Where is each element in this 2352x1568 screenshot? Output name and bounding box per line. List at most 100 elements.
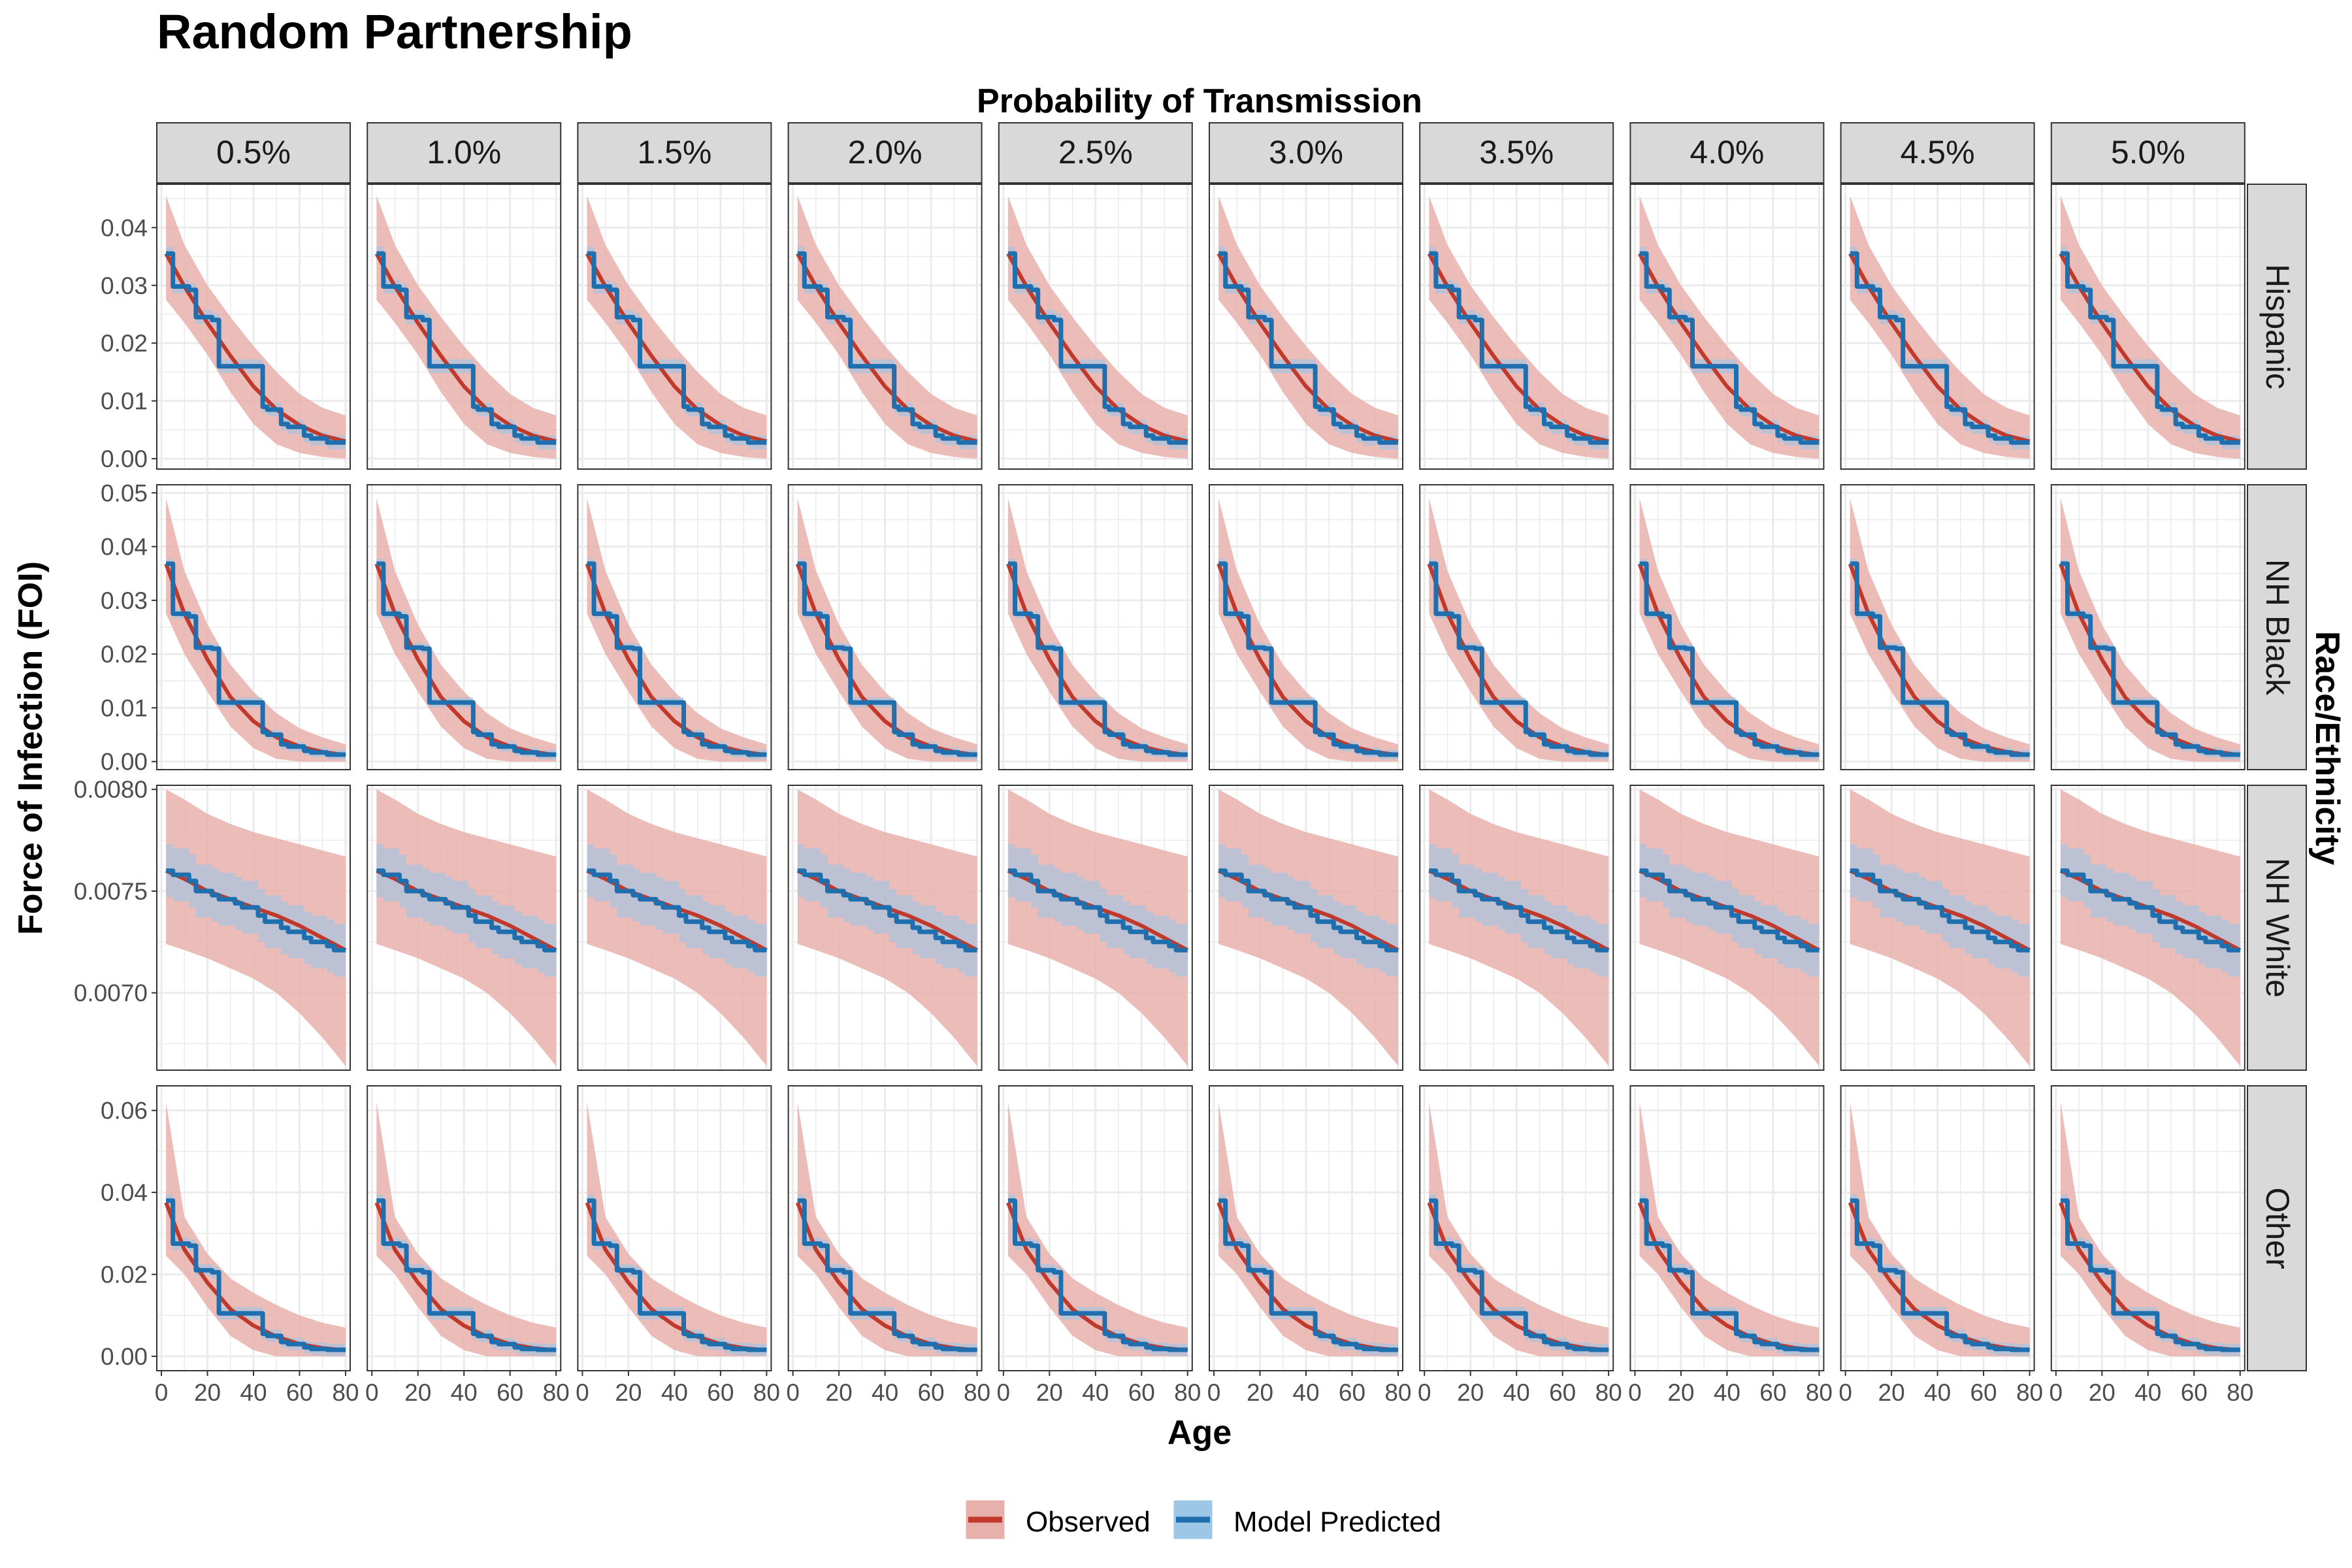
y-tick-label: 0.01 (101, 388, 148, 415)
observed-ribbon (2060, 195, 2240, 459)
observed-line (164, 252, 346, 444)
model-line (797, 251, 977, 445)
panel-border (1629, 184, 1825, 470)
x-tick-label: 60 (707, 1379, 734, 1406)
column-strip-0-5 (156, 122, 351, 184)
observed-ribbon (1429, 195, 1609, 459)
panel-border (1419, 785, 1614, 1071)
y-tick-label: 0.04 (101, 534, 148, 561)
model-line (166, 1198, 346, 1352)
panel-hispanic-0-5 (156, 184, 351, 470)
x-tick-label: 60 (1128, 1379, 1155, 1406)
column-strip-4-0 (1629, 122, 1825, 184)
panel-other-3-5 (1419, 1085, 1614, 1371)
x-tick-label: 40 (1503, 1379, 1530, 1406)
observed-line (1637, 563, 1820, 757)
x-tick-label: 60 (1549, 1379, 1576, 1406)
model-line (1429, 1198, 1609, 1352)
x-tick-label: 60 (1339, 1379, 1365, 1406)
x-tick-label: 60 (1970, 1379, 1997, 1406)
model-line (376, 868, 557, 953)
column-strip-title: Probability of Transmission (977, 82, 1422, 120)
panel-border (367, 785, 562, 1071)
panel-hispanic-2-0 (787, 184, 983, 470)
x-tick-label: 60 (1759, 1379, 1786, 1406)
y-tick-label: 0.02 (101, 330, 148, 357)
x-tick-label: 80 (964, 1379, 990, 1406)
observed-ribbon (587, 498, 767, 762)
column-strip-5-0 (2050, 122, 2246, 184)
panel-other-1-5 (577, 1085, 772, 1371)
panel-border (156, 785, 351, 1071)
panel-border (156, 184, 351, 470)
y-tick-label: 0.00 (101, 749, 148, 776)
observed-ribbon (1639, 195, 1820, 459)
observed-line (1006, 563, 1188, 757)
model-line (1218, 1198, 1398, 1352)
panel-nh-black-0-5 (156, 484, 351, 770)
model-line (797, 561, 977, 757)
row-strip-label: NH White (2259, 858, 2296, 998)
column-strip-2-0 (787, 122, 983, 184)
panel-nh-white-5-0 (2050, 785, 2246, 1071)
observed-ribbon (1850, 1102, 2030, 1356)
x-tick-label: 0 (155, 1379, 169, 1406)
panel-hispanic-1-0 (367, 184, 562, 470)
observed-ribbon (587, 195, 767, 459)
x-tick-label: 80 (2016, 1379, 2043, 1406)
panel-nh-white-3-0 (1209, 785, 1403, 1071)
model-line (2060, 561, 2240, 757)
row-strip-nh-white (2247, 785, 2307, 1071)
panel-border (2050, 785, 2246, 1071)
y-tick-label: 0.03 (101, 272, 148, 299)
x-tick-label: 0 (576, 1379, 589, 1406)
x-tick-label: 80 (2227, 1379, 2253, 1406)
model-line (587, 1198, 767, 1352)
x-tick-label: 60 (497, 1379, 523, 1406)
panel-nh-white-1-0 (367, 785, 562, 1071)
panel-border (998, 184, 1193, 470)
x-tick-label: 0 (2050, 1379, 2063, 1406)
observed-line (1427, 563, 1609, 757)
x-tick-label: 0 (997, 1379, 1011, 1406)
x-tick-label: 20 (194, 1379, 221, 1406)
panel-hispanic-1-5 (577, 184, 772, 470)
model-line (1639, 251, 1820, 445)
observed-line (2059, 252, 2241, 444)
panel-border (787, 785, 983, 1071)
observed-line (1637, 252, 1820, 444)
panel-border (367, 484, 562, 770)
observed-ribbon (376, 195, 557, 459)
observed-line (796, 252, 978, 444)
observed-line (374, 252, 557, 444)
x-tick-label: 80 (1595, 1379, 1622, 1406)
x-tick-label: 0 (1418, 1379, 1431, 1406)
row-strip-other (2247, 1085, 2307, 1371)
observed-ribbon (1639, 498, 1820, 762)
x-tick-label: 60 (286, 1379, 313, 1406)
model-line (1850, 1198, 2030, 1352)
panel-border (1840, 184, 2035, 470)
observed-line (1427, 252, 1609, 444)
panel-hispanic-4-0 (1629, 184, 1825, 470)
y-tick-label: 0.02 (101, 641, 148, 668)
panel-border (156, 484, 351, 770)
panel-nh-white-3-5 (1419, 785, 1614, 1071)
model-line (1007, 251, 1188, 445)
panel-nh-white-2-5 (998, 785, 1193, 1071)
model-line (166, 251, 346, 445)
panel-nh-white-4-0 (1629, 785, 1825, 1071)
panel-border (998, 785, 1193, 1071)
observed-ribbon (166, 1102, 346, 1356)
row-strip-label: NH Black (2259, 559, 2296, 696)
observed-ribbon (1850, 498, 2030, 762)
panel-nh-black-4-0 (1629, 484, 1825, 770)
observed-ribbon (1639, 1102, 1820, 1356)
panel-other-2-0 (787, 1085, 983, 1371)
observed-ribbon (2060, 1102, 2240, 1356)
model-line (1429, 868, 1609, 953)
row-strip-label: Other (2259, 1187, 2296, 1269)
model-line (587, 251, 767, 445)
x-tick-label: 40 (451, 1379, 478, 1406)
